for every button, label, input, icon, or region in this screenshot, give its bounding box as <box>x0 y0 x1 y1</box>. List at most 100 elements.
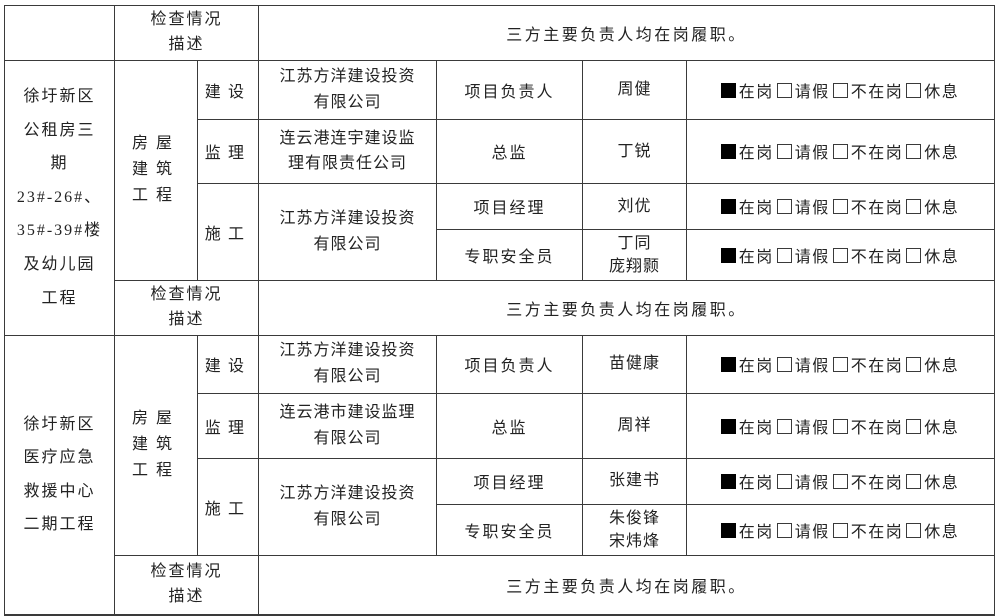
checkbox-unchecked-icon <box>776 357 792 373</box>
checkbox-checked-icon <box>720 199 736 215</box>
checkbox-unchecked-icon <box>776 247 792 263</box>
person-name-cell: 朱俊锋 宋炜烽 <box>582 503 688 556</box>
inspection-value-cell: 三方主要负责人均在岗履职。 <box>258 279 996 336</box>
role-cell: 项目经理 <box>436 182 584 230</box>
role-cell: 总监 <box>436 118 584 184</box>
category-cell: 监理 <box>196 118 260 184</box>
checkbox-unchecked-icon <box>906 144 922 160</box>
checkbox-unchecked-icon <box>832 144 848 160</box>
checkbox-checked-icon <box>720 247 736 263</box>
attendance-option-label: 不在岗 <box>850 419 904 437</box>
attendance-status-cell: 在岗 请假 不在岗 休息 <box>686 59 996 120</box>
company-cell: 江苏方洋建设投资 有限公司 <box>258 334 438 394</box>
attendance-option-label: 请假 <box>794 523 830 541</box>
attendance-status-cell: 在岗 请假 不在岗 休息 <box>686 503 996 556</box>
role-cell: 项目负责人 <box>436 59 584 120</box>
table-row: 专职安全员 丁同 庞翔颢 在岗 请假 不在岗 休息 <box>5 228 996 281</box>
attendance-option-label: 休息 <box>924 248 960 266</box>
table-row: 监理 连云港市建设监理 有限公司 总监 周祥 在岗 请假 不在岗 休息 <box>5 392 996 459</box>
attendance-option-label: 在岗 <box>738 523 774 541</box>
project-type-cell: 房屋 建筑 工程 <box>114 59 198 281</box>
inspection-value-cell: 三方主要负责人均在岗履职。 <box>258 554 996 616</box>
role-cell: 总监 <box>436 392 584 459</box>
table-row: 施工 江苏方洋建设投资 有限公司 项目经理 张建书 在岗 请假 不在岗 休息 <box>5 457 996 556</box>
attendance-option-label: 在岗 <box>738 475 774 493</box>
attendance-option-label: 请假 <box>794 358 830 376</box>
checkbox-checked-icon <box>720 82 736 98</box>
attendance-option-label: 不在岗 <box>850 248 904 266</box>
attendance-option-label: 休息 <box>924 358 960 376</box>
checkbox-unchecked-icon <box>776 522 792 538</box>
table-row: 检查情况 描述 三方主要负责人均在岗履职。 <box>4 5 996 61</box>
company-cell: 江苏方洋建设投资 有限公司 <box>258 182 438 281</box>
attendance-status-cell: 在岗 请假 不在岗 休息 <box>686 457 996 505</box>
person-name-cell: 张建书 <box>582 457 688 505</box>
checkbox-unchecked-icon <box>832 522 848 538</box>
person-name-cell: 丁锐 <box>582 118 688 184</box>
checkbox-unchecked-icon <box>832 82 848 98</box>
attendance-option-label: 请假 <box>794 83 830 101</box>
attendance-status-cell: 在岗 请假 不在岗 休息 <box>686 118 996 184</box>
company-cell: 江苏方洋建设投资 有限公司 <box>258 59 438 120</box>
person-name-cell: 周祥 <box>582 392 688 459</box>
checkbox-unchecked-icon <box>906 418 922 434</box>
checkbox-unchecked-icon <box>832 418 848 434</box>
checkbox-checked-icon <box>720 474 736 490</box>
category-cell: 施工 <box>196 182 260 281</box>
attendance-option-label: 不在岗 <box>850 200 904 218</box>
role-cell: 专职安全员 <box>436 228 584 281</box>
inspection-record-table: 检查情况 描述 三方主要负责人均在岗履职。 徐圩新区 公租房三 期 23#-26… <box>4 5 996 616</box>
inspection-label-cell: 检查情况 描述 <box>113 279 260 336</box>
checkbox-checked-icon <box>720 418 736 434</box>
attendance-option-label: 请假 <box>794 200 830 218</box>
checkbox-unchecked-icon <box>906 357 922 373</box>
attendance-option-label: 请假 <box>794 475 830 493</box>
checkbox-unchecked-icon <box>776 418 792 434</box>
attendance-option-label: 休息 <box>924 145 960 163</box>
company-cell: 江苏方洋建设投资 有限公司 <box>258 457 438 556</box>
checkbox-unchecked-icon <box>906 247 922 263</box>
attendance-status-cell: 在岗 请假 不在岗 休息 <box>686 228 996 281</box>
attendance-option-label: 请假 <box>794 145 830 163</box>
checkbox-checked-icon <box>720 357 736 373</box>
attendance-status-cell: 在岗 请假 不在岗 休息 <box>686 392 996 459</box>
table-row: 监理 连云港连宇建设监 理有限责任公司 总监 丁锐 在岗 请假 不在岗 休息 <box>5 118 996 184</box>
category-cell: 监理 <box>196 392 260 459</box>
attendance-option-label: 不在岗 <box>850 475 904 493</box>
attendance-option-label: 在岗 <box>738 358 774 376</box>
project-name-cell: 徐圩新区 公租房三 期 23#-26#、 35#-39#楼 及幼儿园 工程 <box>4 59 115 336</box>
table-row: 徐圩新区 公租房三 期 23#-26#、 35#-39#楼 及幼儿园 工程 房屋… <box>4 59 996 336</box>
attendance-option-label: 休息 <box>924 200 960 218</box>
table-row: 专职安全员 朱俊锋 宋炜烽 在岗 请假 不在岗 休息 <box>5 503 996 556</box>
person-name-cell: 周健 <box>582 59 688 120</box>
attendance-option-label: 在岗 <box>738 248 774 266</box>
category-cell: 建设 <box>196 59 260 120</box>
attendance-option-label: 不在岗 <box>850 358 904 376</box>
category-cell: 建设 <box>196 334 260 394</box>
person-name-cell: 丁同 庞翔颢 <box>582 228 688 281</box>
company-cell: 连云港市建设监理 有限公司 <box>258 392 438 459</box>
attendance-option-label: 在岗 <box>738 200 774 218</box>
attendance-status-cell: 在岗 请假 不在岗 休息 <box>686 182 996 230</box>
inspection-value-cell: 三方主要负责人均在岗履职。 <box>258 5 996 61</box>
checkbox-checked-icon <box>720 144 736 160</box>
company-cell: 连云港连宇建设监 理有限责任公司 <box>258 118 438 184</box>
checkbox-unchecked-icon <box>832 199 848 215</box>
project-name-cell: 徐圩新区 医疗应急 救援中心 二期工程 <box>4 334 115 616</box>
checkbox-unchecked-icon <box>906 474 922 490</box>
attendance-option-label: 请假 <box>794 248 830 266</box>
checkbox-unchecked-icon <box>906 82 922 98</box>
attendance-option-label: 在岗 <box>738 145 774 163</box>
checkbox-unchecked-icon <box>776 474 792 490</box>
attendance-status-cell: 在岗 请假 不在岗 休息 <box>686 334 996 394</box>
table-row: 检查情况 描述 三方主要负责人均在岗履职。 <box>5 279 996 336</box>
project-type-cell: 房屋 建筑 工程 <box>114 334 198 556</box>
category-cell: 施工 <box>196 457 260 556</box>
person-name-cell: 刘优 <box>582 182 688 230</box>
attendance-option-label: 不在岗 <box>850 83 904 101</box>
attendance-option-label: 休息 <box>924 419 960 437</box>
table-row: 施工 江苏方洋建设投资 有限公司 项目经理 刘优 在岗 请假 不在岗 休息 <box>5 182 996 281</box>
checkbox-unchecked-icon <box>906 522 922 538</box>
inspection-label-cell: 检查情况 描述 <box>113 5 260 61</box>
inspection-label-cell: 检查情况 描述 <box>113 554 260 616</box>
